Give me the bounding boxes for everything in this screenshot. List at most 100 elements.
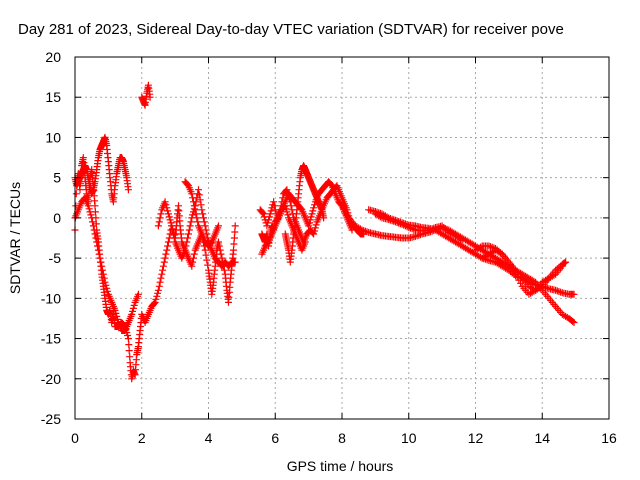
chart-title: Day 281 of 2023, Sidereal Day-to-day VTE… [18, 21, 564, 38]
data-point-marker [164, 210, 172, 218]
data-point-marker [197, 201, 205, 209]
y-tick-label: 10 [45, 129, 61, 145]
data-point-marker [515, 276, 523, 284]
data-point-marker [190, 198, 197, 206]
data-point-marker [265, 216, 273, 224]
data-point-marker [156, 278, 164, 286]
data-point-marker [188, 262, 196, 270]
data-point-marker [72, 190, 80, 198]
data-point-marker [309, 207, 317, 215]
data-point-marker [442, 225, 449, 233]
data-point-marker [457, 235, 464, 243]
x-axis-title: GPS time / hours [287, 458, 394, 474]
y-tick-label: -5 [49, 250, 62, 266]
data-point-marker [90, 226, 98, 234]
data-point-marker [507, 261, 514, 269]
data-point-marker [398, 220, 406, 228]
data-point-marker [99, 270, 107, 278]
data-point-marker [165, 213, 173, 221]
data-point-marker [164, 207, 172, 215]
data-point-marker [562, 258, 570, 266]
x-tick-label: 10 [401, 430, 417, 446]
data-point-marker [114, 315, 122, 323]
y-tick-label: 20 [45, 49, 61, 65]
data-point-marker [163, 246, 171, 254]
data-point-marker [86, 208, 94, 216]
data-point-marker [338, 202, 346, 210]
data-point-marker [162, 201, 170, 209]
data-point-marker [198, 206, 206, 214]
y-tick-label: -10 [41, 290, 61, 306]
x-tick-label: 6 [271, 430, 279, 446]
data-point-marker [343, 211, 351, 219]
data-point-marker [154, 286, 162, 294]
grid [75, 57, 609, 419]
data-point-marker [98, 262, 106, 270]
data-point-marker [497, 249, 504, 257]
data-point-marker [155, 218, 163, 226]
data-point-marker [283, 186, 291, 194]
data-point-marker [100, 274, 108, 282]
data-point-marker [327, 181, 335, 189]
data-point-marker [112, 309, 120, 317]
data-point-marker [190, 202, 198, 210]
y-tick-label: -20 [41, 371, 61, 387]
data-point-marker [458, 236, 466, 244]
data-point-marker [189, 211, 197, 219]
data-point-marker [220, 266, 228, 274]
data-point-marker [265, 213, 273, 221]
x-tick-label: 16 [601, 430, 617, 446]
data-point-marker [202, 251, 210, 259]
data-point-marker [92, 234, 100, 242]
data-point-marker [401, 222, 409, 230]
y-axis-title: SDTVAR / TECUs [7, 182, 23, 294]
data-point-marker [306, 216, 314, 224]
data-point-marker [161, 254, 169, 262]
data-point-marker [337, 201, 345, 209]
data-point-marker [400, 221, 408, 229]
data-point-marker [512, 270, 519, 278]
data-point-marker [187, 218, 195, 226]
data-point-marker [163, 204, 171, 212]
data-point-marker [530, 287, 538, 295]
x-tick-label: 12 [468, 430, 484, 446]
data-point-marker [477, 243, 484, 251]
data-point-marker [166, 216, 174, 224]
data-point-marker [157, 210, 165, 218]
x-tick-label: 2 [138, 430, 146, 446]
data-point-marker [517, 279, 525, 287]
data-point-marker [189, 194, 197, 202]
data-point-marker [203, 256, 211, 264]
data-point-marker [230, 234, 238, 242]
data-point-marker [231, 222, 239, 230]
data-point-marker [151, 298, 159, 306]
data-point-marker [270, 198, 278, 206]
data-point-marker [188, 190, 196, 198]
data-point-marker [447, 229, 454, 237]
data-point-marker [162, 250, 170, 258]
data-point-marker [194, 218, 202, 226]
data-point-marker [301, 238, 309, 246]
data-point-marker [164, 238, 172, 246]
data-point-marker [184, 181, 192, 189]
data-point-marker [267, 207, 275, 215]
data-point-marker [94, 242, 101, 250]
data-point-marker [192, 210, 200, 218]
data-point-marker [231, 228, 239, 236]
data-point-marker [215, 222, 222, 230]
data-point-marker [169, 226, 177, 234]
data-point-marker [101, 278, 109, 286]
data-point-marker [341, 208, 349, 216]
y-tick-label: 15 [45, 89, 61, 105]
data-point-marker [311, 224, 319, 232]
data-point-marker [170, 230, 177, 238]
data-point-marker [408, 225, 416, 233]
data-point-marker [125, 341, 133, 349]
data-point-marker [84, 202, 92, 210]
data-point-marker [513, 273, 521, 281]
data-point-marker [164, 242, 172, 250]
data-point-marker [204, 261, 212, 269]
data-point-marker [183, 238, 191, 246]
data-point-marker [103, 284, 111, 292]
